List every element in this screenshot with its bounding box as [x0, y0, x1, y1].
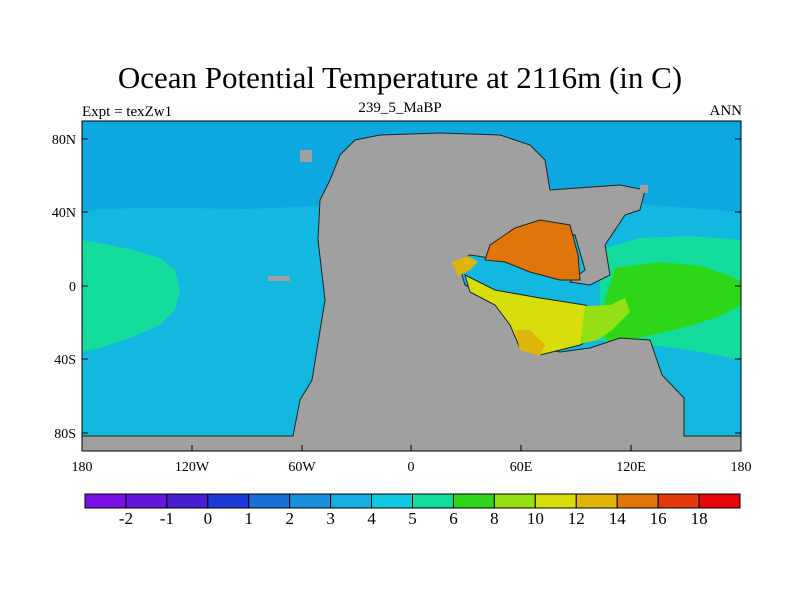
colorbar-label: 2 — [285, 509, 294, 528]
y-tick-label-40s: 40S — [54, 353, 76, 368]
season-label: ANN — [709, 103, 743, 119]
colorbar-swatch — [248, 493, 291, 509]
colorbar-label: 4 — [367, 509, 376, 528]
tethys-amber-patch-south — [515, 330, 545, 356]
colorbar-swatch — [412, 493, 454, 509]
colorbar-label: 6 — [449, 509, 458, 528]
colorbar-label: 0 — [204, 509, 213, 528]
island-east-pacific — [268, 276, 290, 281]
colorbar-swatch — [289, 493, 332, 509]
colorbar-label: 5 — [408, 509, 417, 528]
x-tick-label-60e: 60E — [510, 460, 533, 475]
colorbar: -2 -1 0 1 2 3 4 5 6 8 10 12 14 16 18 — [84, 493, 741, 528]
colorbar-label: -1 — [160, 509, 174, 528]
y-tick-label-40n: 40N — [52, 206, 76, 221]
colorbar-swatch — [84, 493, 127, 509]
island-arctic-east — [640, 185, 648, 193]
tethys-lime-region — [580, 298, 630, 344]
y-tick-label-80s: 80S — [54, 427, 76, 442]
colorbar-label: 1 — [245, 509, 254, 528]
tethys-yellow-region — [464, 274, 606, 356]
colorbar-swatch — [452, 493, 495, 509]
x-axis: 180 120W 60W 0 60E 120E 180 — [72, 445, 752, 475]
y-tick-label-0: 0 — [69, 280, 76, 295]
colorbar-swatch — [330, 493, 373, 509]
colorbar-swatch — [657, 493, 700, 509]
colorbar-label: 8 — [490, 509, 499, 528]
colorbar-label: 16 — [650, 509, 667, 528]
time-label: 239_5_MaBP — [358, 100, 442, 116]
colorbar-swatch — [493, 493, 536, 509]
x-tick-label-180w: 180 — [72, 460, 93, 475]
island-north-atlantic — [300, 150, 312, 162]
colorbar-label: 18 — [691, 509, 708, 528]
ocean-east-green-region — [600, 262, 741, 345]
experiment-label: Expt = texZw1 — [82, 104, 173, 120]
colorbar-swatch — [698, 493, 741, 509]
colorbar-swatch — [616, 493, 659, 509]
colorbar-swatch — [207, 493, 250, 509]
x-tick-label-0: 0 — [408, 460, 415, 475]
land-mass — [82, 132, 741, 451]
x-tick-label-180e: 180 — [731, 460, 752, 475]
map-area — [82, 121, 741, 451]
colorbar-label: 10 — [527, 509, 544, 528]
x-tick-label-120w: 120W — [175, 460, 210, 475]
y-axis: 80N 40N 0 40S 80S — [52, 133, 741, 442]
plot-title: Ocean Potential Temperature at 2116m (in… — [117, 60, 683, 95]
colorbar-swatch — [371, 493, 413, 509]
colorbar-swatch — [166, 493, 209, 509]
colorbar-label: 12 — [568, 509, 585, 528]
colorbar-swatch — [575, 493, 618, 509]
enclosed-basin-orange-region — [484, 219, 581, 281]
colorbar-label: 14 — [609, 509, 627, 528]
colorbar-swatch — [125, 493, 168, 509]
ocean-west-warm-region — [82, 240, 180, 352]
x-tick-label-120e: 120E — [616, 460, 646, 475]
colorbar-label: 3 — [326, 509, 335, 528]
tethys-amber-patch-west — [452, 256, 478, 276]
y-tick-label-80n: 80N — [52, 133, 76, 148]
x-tick-label-60w: 60W — [288, 460, 316, 475]
colorbar-swatch — [534, 493, 577, 509]
colorbar-label: -2 — [119, 509, 133, 528]
